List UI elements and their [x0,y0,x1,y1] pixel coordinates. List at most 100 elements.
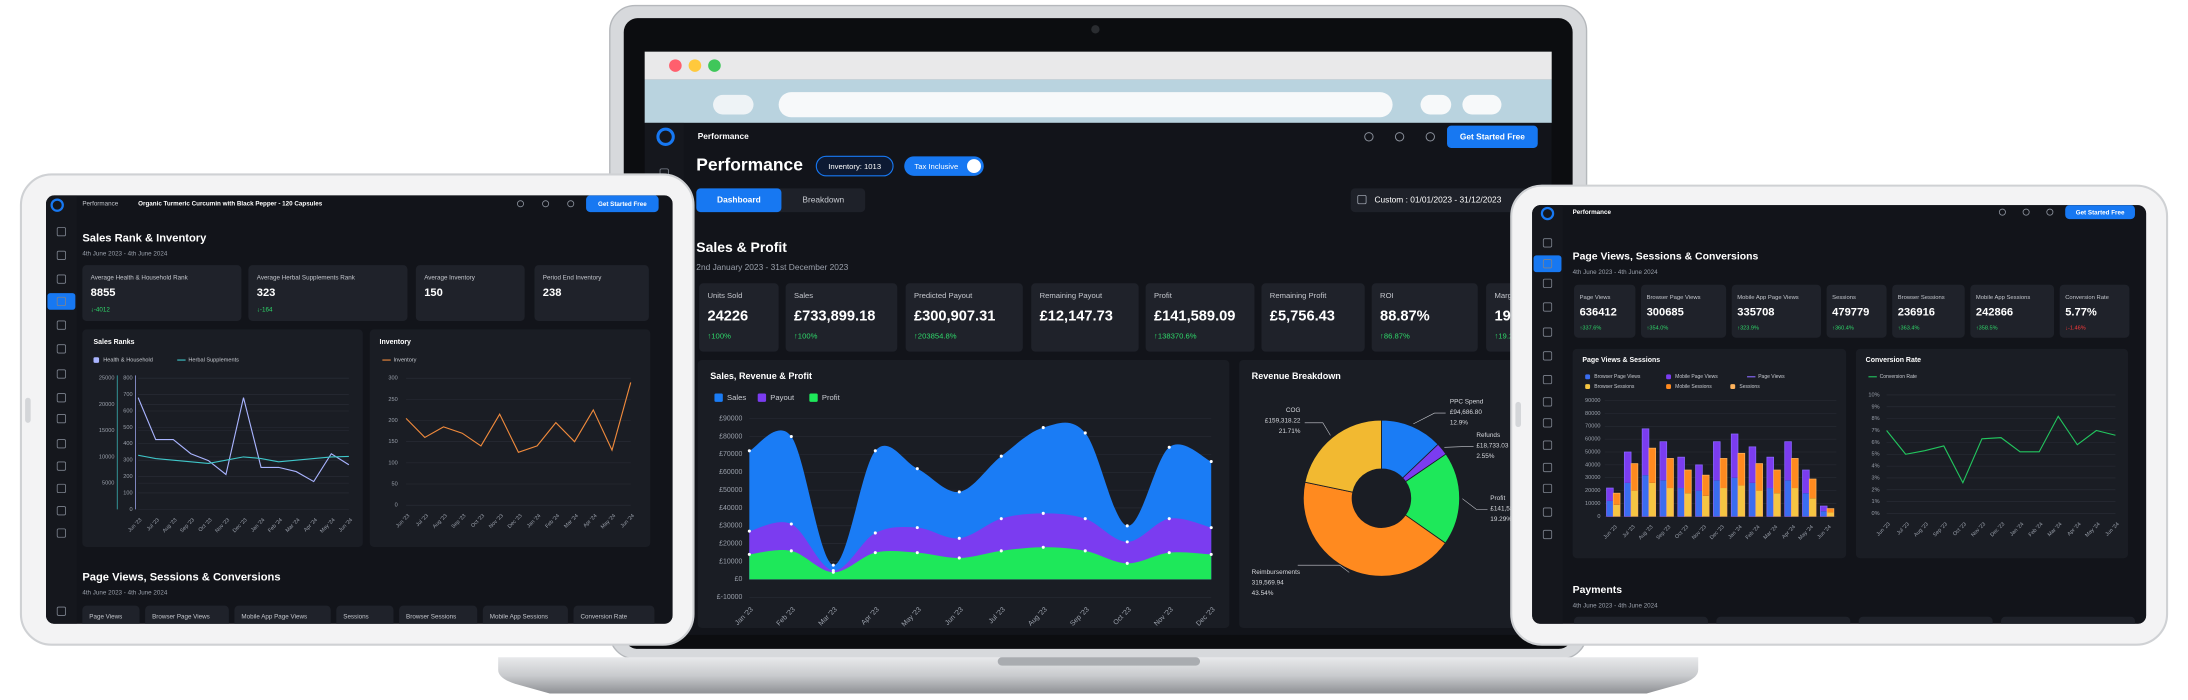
kpi-value: 636412 [1580,307,1617,319]
sidebar-icon[interactable] [1542,374,1553,385]
kpi-value: £141,589.09 [1154,309,1235,325]
inventory-pill [815,155,894,177]
sidebar-icon[interactable] [1542,483,1553,494]
y-tick-label: 25000 [99,376,115,382]
sidebar-icon[interactable] [56,320,67,330]
sidebar-icon[interactable] [56,483,67,494]
y-tick-label: 0% [1872,511,1880,517]
bar-total [1755,463,1763,517]
bar-segment [1766,457,1774,489]
header-icon[interactable] [567,200,575,208]
kpi-value: 24226 [707,309,748,325]
date-picker[interactable] [1350,188,1533,213]
get-started-button[interactable] [586,195,659,213]
slice-name: PPC Spend [1450,399,1484,406]
area [749,547,1212,580]
laptop-base [498,657,1699,694]
y-tick-label: 10000 [99,454,115,460]
point [1209,459,1213,464]
header-icon[interactable] [2046,208,2054,216]
sidebar-icon[interactable] [1542,440,1553,450]
sidebar-icon[interactable] [1542,238,1553,248]
sidebar-icon[interactable] [56,528,67,538]
kpi-value: 242866 [1976,307,2013,319]
address-bar[interactable] [778,92,1393,118]
get-started-button[interactable] [1447,125,1538,148]
sidebar-icon[interactable] [56,344,67,354]
slice-amount: £159,318.22 [1265,417,1301,424]
sidebar-icon[interactable] [1542,327,1553,337]
nav-buttons[interactable] [713,94,754,115]
sidebar-icon[interactable] [56,414,67,424]
legend-label: Browser Page Views [1594,374,1641,380]
y-tick-label: 80000 [1585,411,1601,417]
camera [1091,25,1100,34]
header-icon[interactable] [1394,132,1405,142]
legend-label: Herbal Supplements [188,358,239,364]
sidebar-icon[interactable] [1542,259,1553,269]
header-icon[interactable] [2022,208,2030,216]
header-icon[interactable] [516,200,524,208]
kpi-value: £733,899.18 [794,309,875,325]
laptop-notch [997,657,1201,666]
sidebar-icon[interactable] [56,296,67,307]
tablet-button [25,397,31,423]
toolbar-button[interactable] [1420,94,1452,115]
sidebar-icon[interactable] [56,393,67,403]
sidebar-icon[interactable] [1542,397,1553,407]
sidebar-icon[interactable] [1542,418,1553,428]
header-icon[interactable] [1425,132,1435,142]
y-tick-label: 50000 [1585,449,1601,455]
get-started-button[interactable] [2065,205,2135,220]
sidebar-icon[interactable] [1542,507,1553,517]
kpi-label: Page Views [89,613,122,620]
section-title: Sales & Profit [696,239,787,255]
tax-toggle[interactable] [904,156,984,176]
header-icon[interactable] [1364,132,1374,142]
sidebar-icon[interactable] [1542,351,1553,361]
y-tick-label: 40000 [1585,462,1601,468]
kpi-label: Mobile App Sessions [1976,295,2030,301]
header-icon[interactable] [1998,208,2006,216]
point [999,549,1003,553]
bar-segment [1820,506,1828,512]
sidebar-icon[interactable] [1542,278,1553,288]
y-tick-label: 9% [1872,404,1880,410]
kpi-value: £300,907.31 [914,309,995,325]
section-title: Page Views, Sessions & Conversions [82,572,280,584]
sidebar-icon[interactable] [56,369,67,379]
tab-active[interactable] [696,188,782,213]
sidebar-icon[interactable] [1542,529,1553,540]
bar-segment [1684,493,1692,517]
kpi-value: 323 [257,287,276,299]
kpi-change: ↓-4012 [91,306,111,313]
bar-segment [1624,482,1632,517]
kpi-card [2059,284,2130,338]
bar-segment [1702,495,1710,517]
point [957,556,961,560]
kpi-label: Mobile App Sessions [490,613,548,620]
header-icon[interactable] [542,200,550,208]
sidebar-icon[interactable] [56,439,67,449]
header-product: Organic Turmeric Curcumin with Black Pep… [138,200,323,207]
bar-segment [1666,488,1674,517]
sidebar-icon[interactable] [56,250,67,260]
sidebar-icon[interactable] [56,274,67,284]
legend-swatch [757,393,767,402]
point [999,517,1003,521]
leader-line [1444,446,1474,448]
sidebar-icon[interactable] [1542,462,1553,473]
sidebar-icon[interactable] [56,461,67,471]
sidebar-icon[interactable] [56,506,67,516]
kpi-card [145,605,229,624]
sidebar-icon[interactable] [1542,302,1553,312]
sidebar-icon[interactable] [56,227,67,237]
toolbar-button[interactable] [1462,94,1502,115]
slice-amount: £141,589.09 [1490,505,1526,512]
section-subtitle: 4th June 2023 - 4th June 2024 [82,590,168,597]
sidebar-icon[interactable] [56,606,67,616]
bar-total [1684,469,1692,517]
legend-label: Conversion Rate [1880,374,1918,380]
chart-panel [82,329,363,548]
tablet-right: Performance Get Started Free Page Views, S… [1510,184,2169,646]
